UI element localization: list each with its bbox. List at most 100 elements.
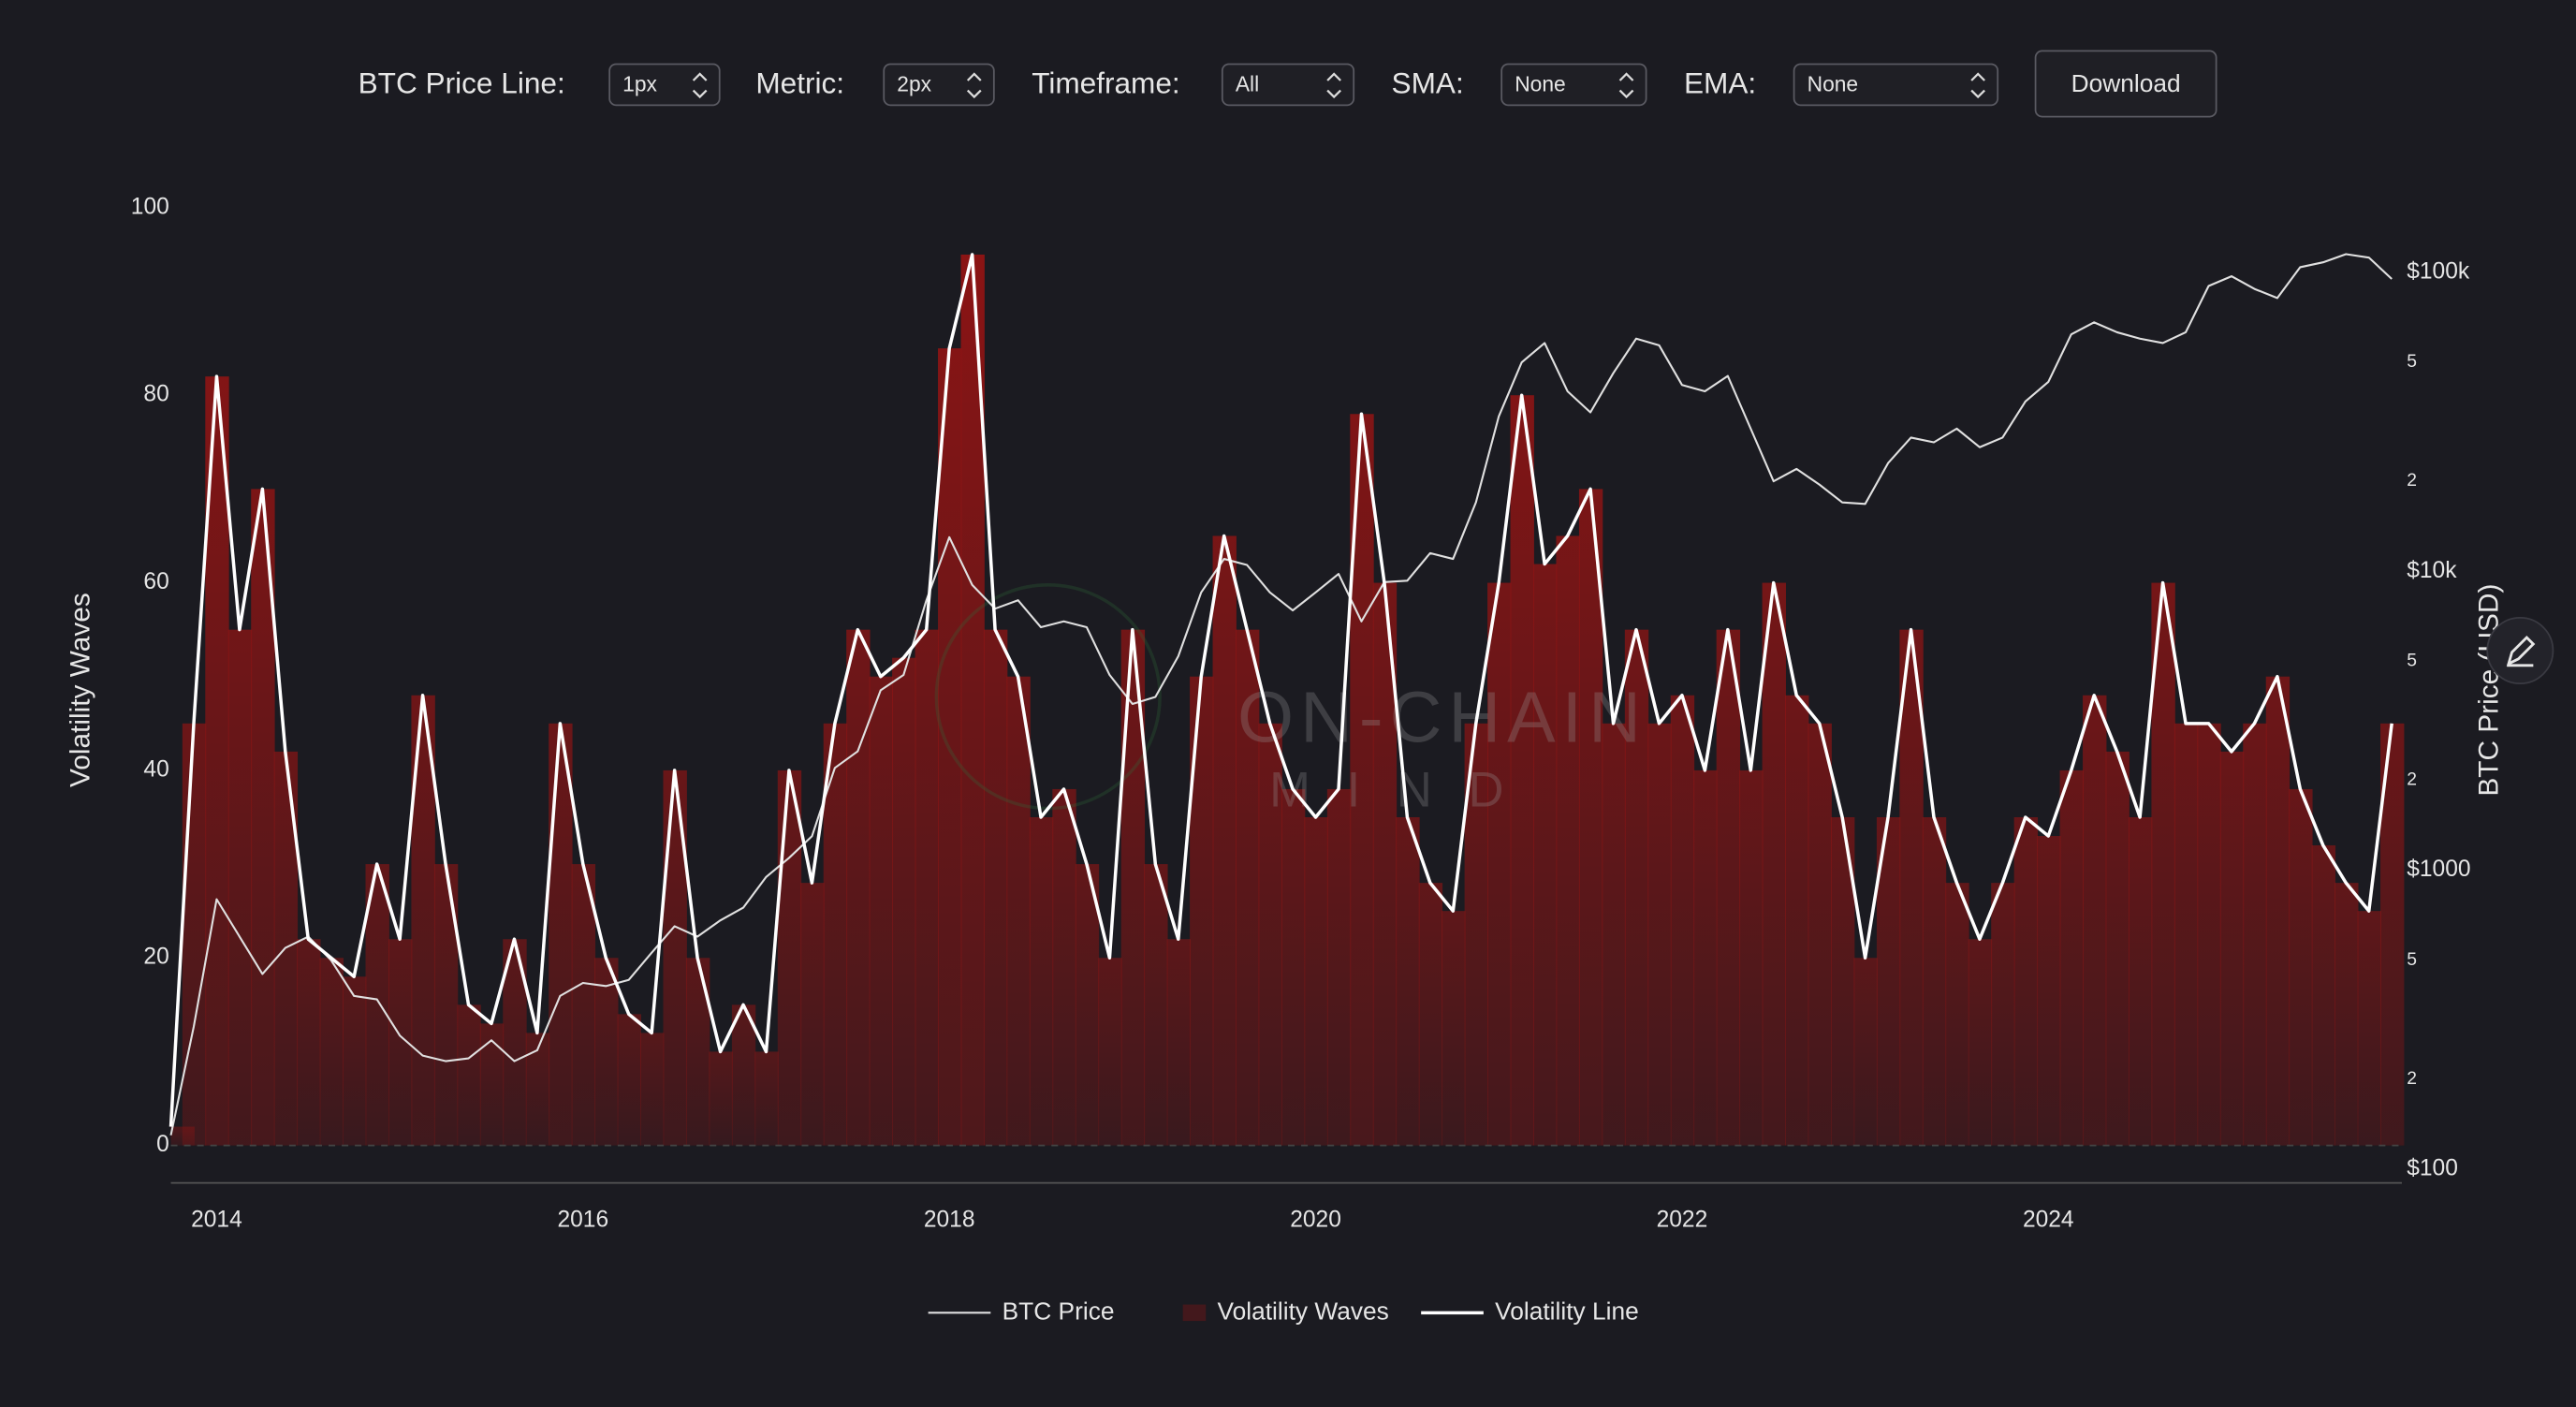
legend-label[interactable]: Volatility Line bbox=[1495, 1297, 1639, 1325]
y-tick-label: 80 bbox=[143, 382, 168, 407]
wave-bar bbox=[2289, 788, 2313, 1146]
wave-bar bbox=[457, 1004, 481, 1146]
wave-bar bbox=[1487, 582, 1512, 1146]
legend-label[interactable]: Volatility Waves bbox=[1218, 1297, 1389, 1325]
controls: BTC Price Line: 1px Metric: 2px Timeframe: Al… bbox=[359, 50, 2217, 118]
price-line bbox=[169, 253, 2393, 1136]
wave-bar bbox=[1532, 564, 1558, 1146]
wave-bar bbox=[823, 723, 848, 1146]
wave-bar bbox=[1945, 883, 1969, 1146]
wave-bar bbox=[297, 939, 321, 1146]
wave-bar bbox=[2334, 883, 2359, 1146]
wave-bar bbox=[1556, 535, 1580, 1146]
wave-bar bbox=[1991, 883, 2015, 1146]
select-box[interactable] bbox=[883, 63, 995, 107]
wave-bar bbox=[365, 864, 389, 1146]
wave-bar bbox=[2083, 695, 2107, 1146]
wave-bar bbox=[640, 1033, 665, 1146]
wave-bar bbox=[343, 976, 367, 1146]
select[interactable]: All bbox=[1221, 63, 1355, 107]
wave-bar bbox=[1968, 939, 1993, 1146]
wave-bar bbox=[2128, 816, 2153, 1146]
wave-bar bbox=[1808, 723, 1832, 1146]
y2-axis-title: BTC Price (USD) bbox=[2474, 584, 2505, 797]
wave-bar bbox=[549, 723, 573, 1146]
wave-bar bbox=[1418, 883, 1443, 1146]
wave-bar bbox=[1716, 629, 1741, 1146]
wave-bar bbox=[525, 1033, 550, 1146]
select-arrows bbox=[1326, 72, 1341, 99]
select[interactable]: None bbox=[1500, 63, 1647, 107]
legend-label[interactable]: BTC Price bbox=[1003, 1297, 1115, 1325]
download-button[interactable]: Download bbox=[2034, 50, 2217, 118]
wave-bar bbox=[1578, 489, 1603, 1146]
wave-bar bbox=[1853, 958, 1878, 1146]
wave-bar bbox=[2265, 676, 2291, 1146]
select[interactable]: 2px bbox=[883, 63, 995, 107]
select-box[interactable] bbox=[608, 63, 721, 107]
wave-bar bbox=[1326, 788, 1352, 1146]
wave-bar bbox=[1670, 695, 1695, 1146]
wave-bar bbox=[983, 629, 1008, 1146]
x-tick-label: 2016 bbox=[557, 1208, 608, 1233]
watermark-text: ON-CHAIN bbox=[1237, 678, 1647, 758]
wave-bar bbox=[1762, 582, 1786, 1146]
wave-bar bbox=[2013, 816, 2039, 1146]
y-axis-title: Volatility Waves bbox=[66, 593, 96, 787]
y-tick-label: 100 bbox=[131, 194, 169, 219]
wave-bar bbox=[1236, 629, 1260, 1146]
wave-bar bbox=[1922, 816, 1947, 1146]
y2-tick-label: $10k bbox=[2407, 558, 2457, 583]
legend-swatch bbox=[1182, 1304, 1207, 1322]
wave-bar bbox=[731, 1004, 756, 1146]
wave-bar bbox=[2174, 723, 2199, 1146]
y2-tick-label: $1000 bbox=[2407, 857, 2470, 882]
select[interactable]: 1px bbox=[608, 63, 721, 107]
wave-bar bbox=[2105, 751, 2130, 1146]
select-box[interactable] bbox=[1221, 63, 1355, 107]
select-arrows bbox=[966, 72, 982, 99]
wave-bar bbox=[1899, 629, 1924, 1146]
select-value[interactable]: All bbox=[1236, 71, 1259, 95]
button-label[interactable]: Download bbox=[2071, 69, 2181, 97]
wave-bar bbox=[319, 958, 344, 1146]
y-tick-label: 0 bbox=[156, 1132, 169, 1157]
wave-bar bbox=[1510, 395, 1534, 1146]
select-box[interactable] bbox=[1793, 63, 1999, 107]
select[interactable]: None bbox=[1793, 63, 1999, 107]
y2-tick-label: 5 bbox=[2407, 652, 2417, 671]
select-box[interactable] bbox=[1500, 63, 1647, 107]
wave-bar bbox=[709, 1051, 733, 1146]
wave-bar bbox=[1006, 676, 1031, 1146]
wave-bar bbox=[1281, 788, 1306, 1146]
wave-bar bbox=[1075, 864, 1100, 1146]
y-tick-label: 20 bbox=[143, 945, 168, 970]
edit-button-circle[interactable] bbox=[2486, 617, 2554, 685]
select-arrows bbox=[1618, 72, 1634, 99]
wave-bar bbox=[1785, 695, 1809, 1146]
select-value[interactable]: 1px bbox=[622, 71, 657, 95]
edit-button[interactable] bbox=[2486, 617, 2554, 685]
wave-bar bbox=[2219, 751, 2245, 1146]
wave-bar bbox=[938, 348, 962, 1146]
wave-bar bbox=[685, 958, 710, 1146]
select-value[interactable]: None bbox=[1808, 71, 1859, 95]
wave-bar bbox=[2197, 723, 2221, 1146]
y-tick-label: 40 bbox=[143, 756, 168, 782]
wave-bar bbox=[433, 864, 459, 1146]
y2-tick-label: 2 bbox=[2407, 1069, 2417, 1089]
wave-bar bbox=[1144, 864, 1168, 1146]
wave-bar bbox=[1396, 816, 1420, 1146]
select-value[interactable]: 2px bbox=[897, 71, 931, 95]
wave-bar bbox=[227, 629, 253, 1146]
wave-bar bbox=[800, 883, 825, 1146]
select-value[interactable]: None bbox=[1515, 71, 1566, 95]
x-tick-label: 2014 bbox=[191, 1208, 242, 1233]
control-label: Metric: bbox=[755, 66, 844, 100]
y2-tick-label: $100 bbox=[2407, 1156, 2458, 1181]
button-box[interactable] bbox=[2034, 50, 2217, 118]
wave-bar bbox=[1739, 769, 1764, 1146]
edit-icon bbox=[2506, 635, 2536, 667]
wave-bar bbox=[2059, 769, 2084, 1146]
